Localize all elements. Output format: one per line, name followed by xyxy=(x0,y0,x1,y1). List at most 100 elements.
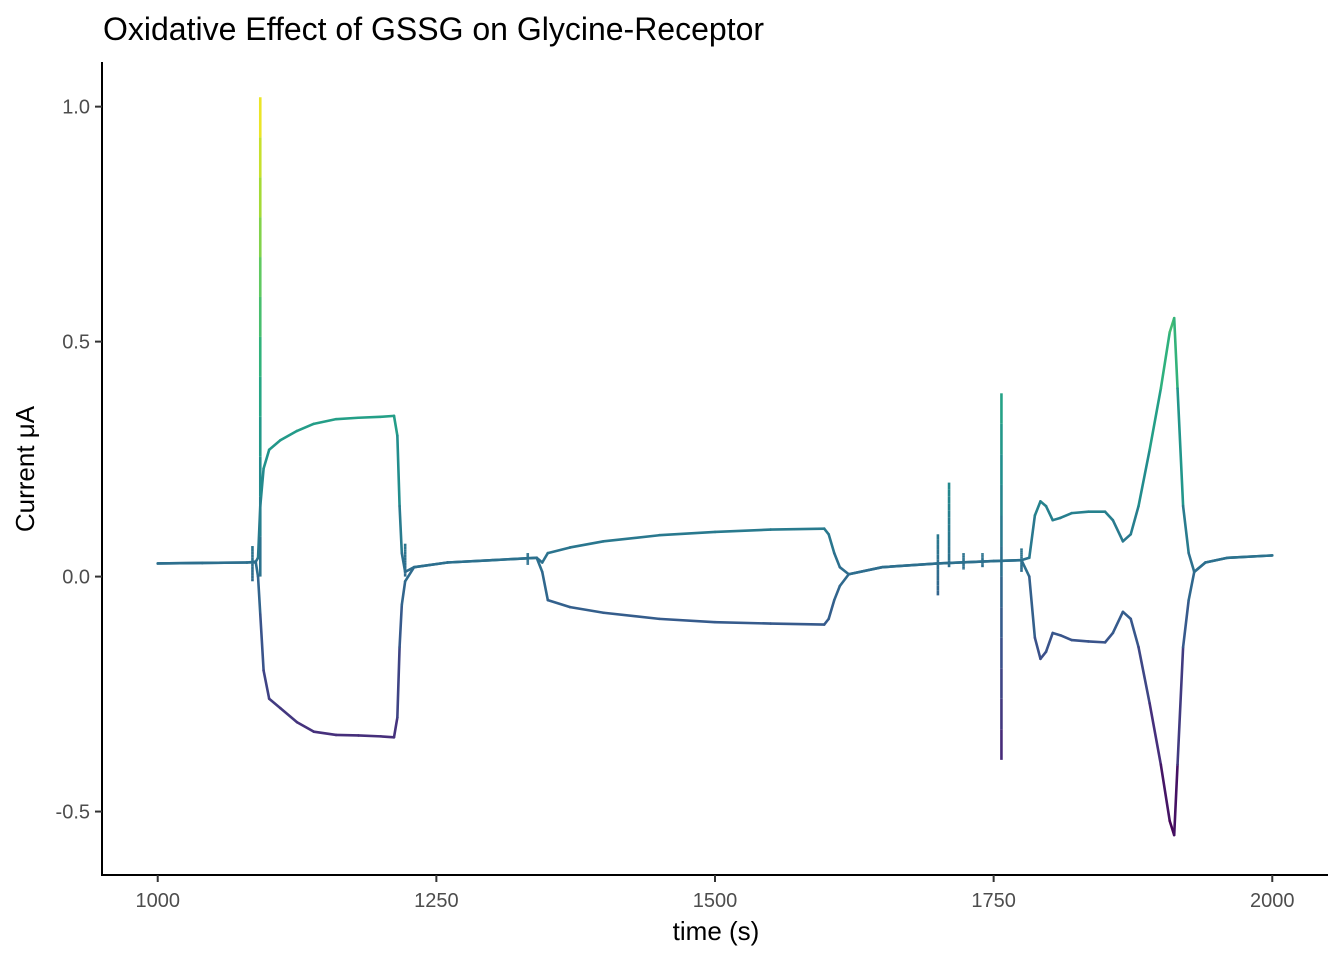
trace-segment xyxy=(262,448,271,470)
trace-segment xyxy=(1172,763,1179,837)
trace-segment xyxy=(312,417,338,426)
trace-segment xyxy=(936,559,995,565)
trace-segment xyxy=(256,575,262,616)
trace-segment xyxy=(1176,387,1185,508)
trace-segment xyxy=(1181,504,1190,555)
trace-segment xyxy=(1051,516,1062,522)
trace-segment xyxy=(295,422,316,433)
trace-segment xyxy=(827,532,836,555)
trace-segment xyxy=(1103,510,1115,522)
trace-segment xyxy=(540,551,550,564)
x-tick-label: 1250 xyxy=(414,890,459,912)
trace-segment xyxy=(1121,532,1133,543)
trace-segment xyxy=(1070,510,1090,515)
trace-segment xyxy=(295,720,316,733)
trace-segment xyxy=(1028,514,1037,560)
trace-segment xyxy=(832,584,842,602)
chart-title: Oxidative Effect of GSSG on Glycine-Rece… xyxy=(103,11,764,47)
trace-segment xyxy=(1176,645,1185,766)
spike-artifacts xyxy=(251,97,1023,760)
trace-segment xyxy=(1028,575,1037,639)
trace-segment xyxy=(1226,554,1274,560)
trace-segment xyxy=(1087,640,1107,644)
trace-segment xyxy=(279,706,299,724)
trace-segment xyxy=(267,697,282,710)
trace-segment xyxy=(568,605,605,615)
trace-segment xyxy=(1148,702,1163,766)
trace-segment xyxy=(1070,638,1090,643)
trace-segment xyxy=(357,734,382,738)
trace-segment xyxy=(657,617,717,624)
y-tick-label: 0.5 xyxy=(62,332,90,354)
x-axis-label: time (s) xyxy=(673,916,760,946)
trace-segment xyxy=(838,565,851,576)
trace-segment xyxy=(446,558,494,564)
series-2-trace xyxy=(156,554,1274,837)
trace-segment xyxy=(1129,504,1140,536)
trace-segment xyxy=(1033,500,1042,517)
trace-segment xyxy=(713,528,773,534)
y-tick-label: -0.5 xyxy=(56,802,90,824)
trace-segment xyxy=(1059,634,1073,642)
trace-segment xyxy=(827,598,836,621)
trace-segment xyxy=(262,669,271,701)
trace-segment xyxy=(1051,631,1062,637)
trace-segment xyxy=(535,556,544,574)
x-tick-label: 1750 xyxy=(971,890,1016,912)
trace-segment xyxy=(769,622,826,626)
trace-segment xyxy=(1059,511,1073,520)
trace-segment xyxy=(1148,387,1163,452)
trace-segment xyxy=(1172,316,1179,390)
y-tick-label: 0.0 xyxy=(62,567,90,589)
series-1-trace xyxy=(156,316,1274,576)
trace-segment xyxy=(1187,570,1196,602)
trace-segment xyxy=(398,603,404,649)
trace-segment xyxy=(398,504,404,555)
trace-segment xyxy=(1137,645,1151,705)
trace-segment xyxy=(1204,556,1229,564)
trace-segment xyxy=(258,612,265,672)
trace-segment xyxy=(1129,617,1140,649)
trace-segment xyxy=(267,438,282,452)
trace-segment xyxy=(1181,598,1190,649)
trace-segment xyxy=(1044,631,1055,654)
trace-segment xyxy=(1111,518,1125,543)
trace-segment xyxy=(847,565,884,576)
trace-segment xyxy=(254,561,260,578)
trace-segment xyxy=(334,416,360,421)
trace-segment xyxy=(657,530,717,537)
trace-segment xyxy=(1159,763,1172,823)
trace-segment xyxy=(1159,330,1172,390)
trace-segment xyxy=(1033,636,1042,661)
trace-segment xyxy=(602,611,661,621)
trace-segment xyxy=(1121,610,1133,621)
trace-segment xyxy=(392,414,399,437)
trace-segment xyxy=(546,546,572,555)
trace-segment xyxy=(490,556,538,562)
trace-segment xyxy=(1137,448,1151,508)
trace-segment xyxy=(379,735,396,739)
trace-segment xyxy=(540,570,550,602)
trace-segment xyxy=(838,572,851,588)
plot-area xyxy=(156,97,1274,837)
trace-segment xyxy=(379,414,396,419)
trace-segment xyxy=(396,434,401,508)
trace-segment xyxy=(1044,504,1055,522)
trace-segment xyxy=(568,540,605,549)
x-tick-label: 1000 xyxy=(135,890,180,912)
trace-segment xyxy=(400,579,407,607)
trace-segment xyxy=(392,716,399,739)
trace-segment xyxy=(992,558,1023,563)
trace-segment xyxy=(357,415,382,420)
y-axis-label: Current μA xyxy=(10,405,40,532)
trace-segment xyxy=(1039,650,1048,661)
y-tick-label: 1.0 xyxy=(62,97,90,119)
y-axis-ticks: -0.5 0.0 0.5 1.0 xyxy=(56,97,102,824)
trace-segment xyxy=(396,645,401,719)
trace-segment xyxy=(713,620,773,625)
trace-segment xyxy=(1103,631,1115,644)
trace-segment xyxy=(546,598,572,609)
trace-segment xyxy=(769,527,826,531)
trace-segment xyxy=(279,429,299,442)
